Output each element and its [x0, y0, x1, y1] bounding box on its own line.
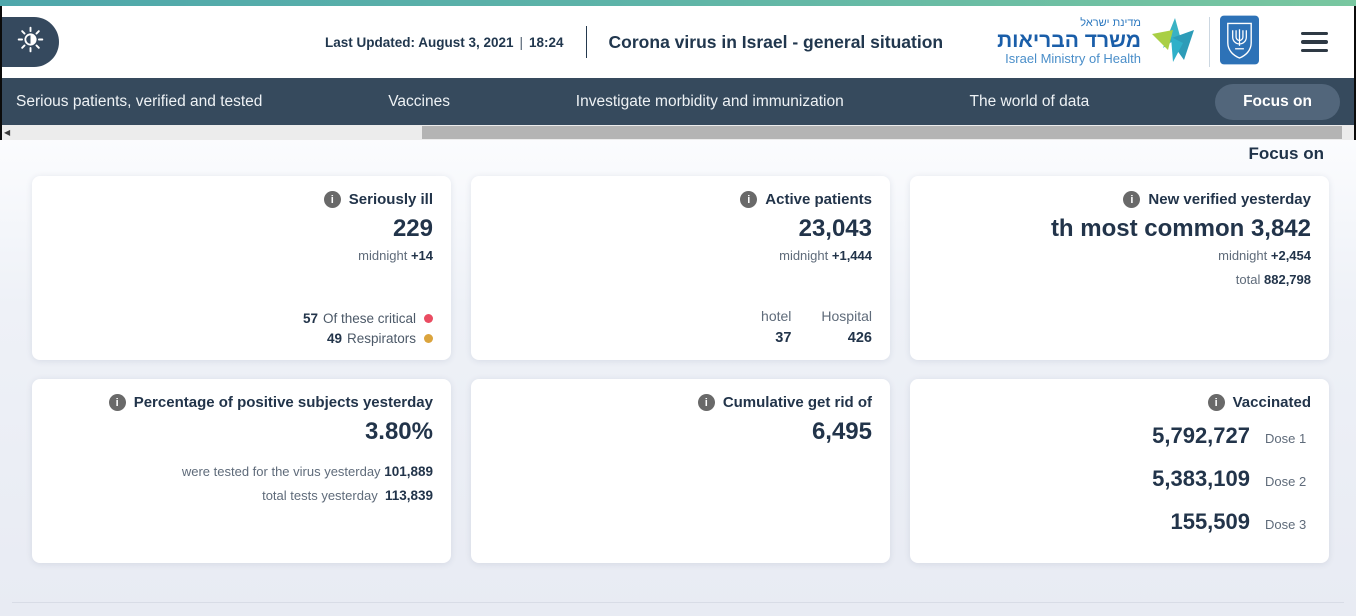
- footer-divider: [12, 602, 1344, 603]
- dose-2-row: 5,383,109 Dose 2: [1152, 466, 1307, 491]
- active-patients-delta: midnight +1,444: [779, 248, 872, 263]
- info-icon[interactable]: i: [1207, 394, 1225, 411]
- info-icon[interactable]: i: [697, 394, 715, 411]
- positive-percentage-value: 3.80%: [364, 418, 433, 445]
- seriously-ill-value: 229: [392, 215, 433, 242]
- card-seriously-ill: i Seriously ill 229 midnight +14 57 Of t…: [32, 176, 451, 360]
- window-chrome: Last Updated: August 3, 2021 | 18:24 Coron…: [0, 6, 1356, 140]
- recovered-value: 6,495: [811, 418, 872, 445]
- logo-text: מדינת ישראל משרד הבריאות Israel Ministry…: [997, 18, 1141, 65]
- brightness-sun-icon: [17, 26, 44, 58]
- new-verified-total: total 882,798: [1235, 272, 1311, 287]
- israel-state-emblem-icon: [1220, 15, 1259, 70]
- logo-ministry-english-label: Israel Ministry of Health: [1005, 50, 1141, 66]
- info-icon[interactable]: i: [740, 191, 758, 208]
- page-title: Corona virus in Israel - general situati…: [608, 31, 944, 52]
- tested-yesterday-row: were tested for the virus yesterday 101,…: [181, 464, 433, 479]
- logo-divider: [1209, 17, 1210, 67]
- tab-vaccines[interactable]: Vaccines: [388, 92, 450, 110]
- section-title: Focus on: [1248, 144, 1324, 163]
- logo-state-of-israel-label: מדינת ישראל: [1080, 17, 1141, 30]
- respirators-status-dot: [424, 334, 433, 343]
- hospital-stat: Hospital 426: [821, 308, 872, 346]
- cards-grid: i Seriously ill 229 midnight +14 57 Of t…: [32, 176, 1329, 563]
- tab-serious-patients[interactable]: Serious patients, verified and tested: [16, 92, 263, 110]
- card-title: Vaccinated: [1232, 394, 1311, 411]
- header: Last Updated: August 3, 2021 | 18:24 Coron…: [2, 6, 1354, 78]
- card-active-patients: i Active patients 23,043 midnight +1,444…: [471, 176, 890, 360]
- ministry-star-icon: [1149, 17, 1195, 68]
- new-verified-delta: midnight +2,454: [1218, 248, 1311, 263]
- dashboard-content: Focus on i Seriously ill 229 midnight +1…: [0, 140, 1356, 616]
- tab-world-of-data[interactable]: The world of data: [969, 92, 1090, 110]
- scrollbar-left-arrow-icon[interactable]: ◀: [4, 128, 11, 137]
- scrollbar-thumb[interactable]: [422, 126, 1342, 139]
- card-recovered: i Cumulative get rid of 6,495: [471, 379, 890, 563]
- card-positive-percentage: i Percentage of positive subjects yester…: [32, 379, 451, 563]
- active-patients-value: 23,043: [798, 215, 872, 242]
- theme-toggle-button[interactable]: [2, 17, 59, 67]
- last-updated-time: 18:24: [529, 34, 564, 50]
- seriously-ill-delta: midnight +14: [358, 248, 433, 263]
- last-updated: Last Updated: August 3, 2021 | 18:24: [325, 35, 564, 50]
- dose-3-row: 155,509 Dose 3: [1170, 509, 1307, 534]
- main-navbar: Serious patients, verified and tested Va…: [2, 78, 1354, 125]
- info-icon[interactable]: i: [108, 394, 126, 411]
- card-title: New verified yesterday: [1148, 191, 1311, 208]
- ministry-of-health-logo[interactable]: מדינת ישראל משרד הבריאות Israel Ministry…: [997, 15, 1259, 70]
- title-divider: [585, 26, 587, 58]
- critical-status-dot: [424, 314, 433, 323]
- tab-investigate-morbidity[interactable]: Investigate morbidity and immunization: [575, 92, 844, 110]
- total-tests-row: total tests yesterday 113,839: [262, 488, 433, 503]
- card-title: Percentage of positive subjects yesterda…: [133, 394, 433, 411]
- horizontal-scrollbar[interactable]: ◀: [2, 125, 1354, 140]
- last-updated-date: Last Updated: August 3, 2021: [324, 34, 514, 50]
- dose-1-row: 5,792,727 Dose 1: [1152, 423, 1307, 448]
- card-title: Active patients: [765, 191, 872, 208]
- menu-hamburger-button[interactable]: [1301, 31, 1328, 53]
- logo-ministry-hebrew-label: משרד הבריאות: [997, 28, 1141, 52]
- new-verified-value: th most common 3,842: [1050, 215, 1311, 242]
- critical-footnote: 57 Of these critical: [303, 311, 433, 326]
- last-updated-separator: |: [519, 34, 524, 50]
- info-icon[interactable]: i: [323, 191, 341, 208]
- tab-focus-on-active[interactable]: Focus on: [1215, 83, 1340, 120]
- card-title: Cumulative get rid of: [722, 394, 872, 411]
- top-accent-strip: [0, 0, 1356, 6]
- info-icon[interactable]: i: [1123, 191, 1141, 208]
- hotel-stat: hotel 37: [761, 308, 792, 346]
- respirators-footnote: 49 Respirators: [303, 331, 433, 346]
- card-title: Seriously ill: [348, 191, 433, 208]
- card-vaccinated: i Vaccinated 5,792,727 Dose 1 5,383,109 …: [910, 379, 1329, 563]
- card-new-verified: i New verified yesterday th most common …: [910, 176, 1329, 360]
